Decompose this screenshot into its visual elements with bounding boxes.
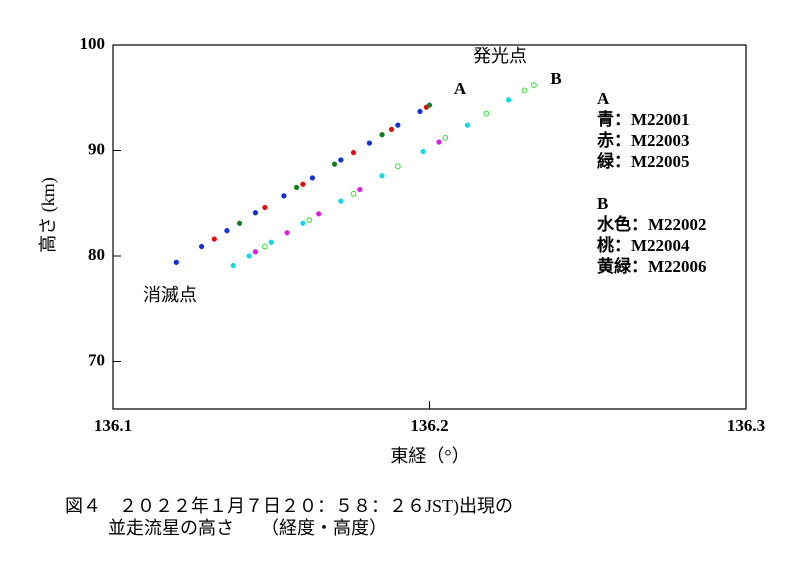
legend-entry: 青：M22001	[597, 109, 690, 129]
legend-group: A	[597, 89, 610, 108]
data-point	[531, 82, 537, 88]
data-point	[366, 140, 373, 146]
legend-entry: 水色：M22002	[597, 214, 707, 234]
data-point	[331, 161, 338, 167]
data-point	[464, 122, 471, 128]
data-point	[252, 210, 259, 216]
data-point	[350, 149, 357, 156]
data-point	[436, 139, 442, 145]
data-point	[268, 239, 274, 245]
data-point	[442, 134, 449, 141]
data-point	[173, 259, 179, 265]
y-axis-label: 高さ (km)	[38, 177, 59, 253]
data-point	[426, 102, 433, 108]
x-tick-label: 136.3	[727, 416, 765, 435]
data-point	[300, 181, 306, 187]
data-point	[284, 230, 290, 236]
data-point	[505, 97, 512, 103]
data-point	[236, 220, 243, 226]
data-point	[395, 122, 401, 128]
data-point	[316, 211, 322, 217]
caption-line: 図４ ２０２２年１月７日２０：５８：２６JST)出現の	[65, 496, 513, 517]
annotation: B	[550, 69, 561, 88]
legend-entry: 黄緑：M22006	[597, 256, 707, 276]
data-point	[262, 243, 268, 250]
annotation: 消滅点	[143, 285, 197, 305]
data-point	[521, 87, 528, 94]
data-point	[198, 243, 205, 250]
data-point	[357, 186, 363, 193]
annotation: 発光点	[473, 46, 527, 66]
y-tick-label: 90	[88, 139, 105, 158]
x-axis-label: 東経（°）	[390, 446, 469, 466]
data-point	[394, 163, 401, 170]
legend-entry: 桃：M22004	[597, 235, 690, 255]
data-point	[309, 175, 316, 181]
data-point	[246, 253, 252, 259]
data-point	[211, 236, 217, 242]
x-tick-label: 136.1	[94, 416, 132, 435]
legend-entry: 緑：M22005	[597, 151, 690, 171]
x-tick-label: 136.2	[410, 416, 448, 435]
data-point	[224, 228, 230, 234]
data-point	[281, 193, 287, 199]
data-point	[230, 262, 236, 269]
data-point	[338, 198, 344, 204]
caption-line: 並走流星の高さ （経度・高度）	[108, 518, 387, 538]
data-point	[388, 126, 395, 133]
data-point	[379, 132, 385, 138]
y-tick-label: 80	[88, 245, 105, 264]
data-point	[338, 157, 344, 163]
data-point	[293, 184, 300, 191]
annotation: A	[454, 79, 467, 98]
data-point	[252, 249, 259, 255]
y-tick-label: 100	[80, 34, 106, 53]
y-tick-label: 70	[88, 350, 105, 369]
data-point	[350, 190, 357, 197]
legend-entry: 赤：M22003	[597, 130, 690, 150]
data-point	[420, 148, 426, 155]
data-point	[483, 110, 490, 117]
data-point	[300, 220, 306, 226]
data-point	[417, 108, 423, 115]
data-point	[306, 217, 313, 224]
legend-group: B	[597, 194, 608, 213]
data-point	[262, 204, 268, 211]
data-point	[379, 173, 385, 179]
